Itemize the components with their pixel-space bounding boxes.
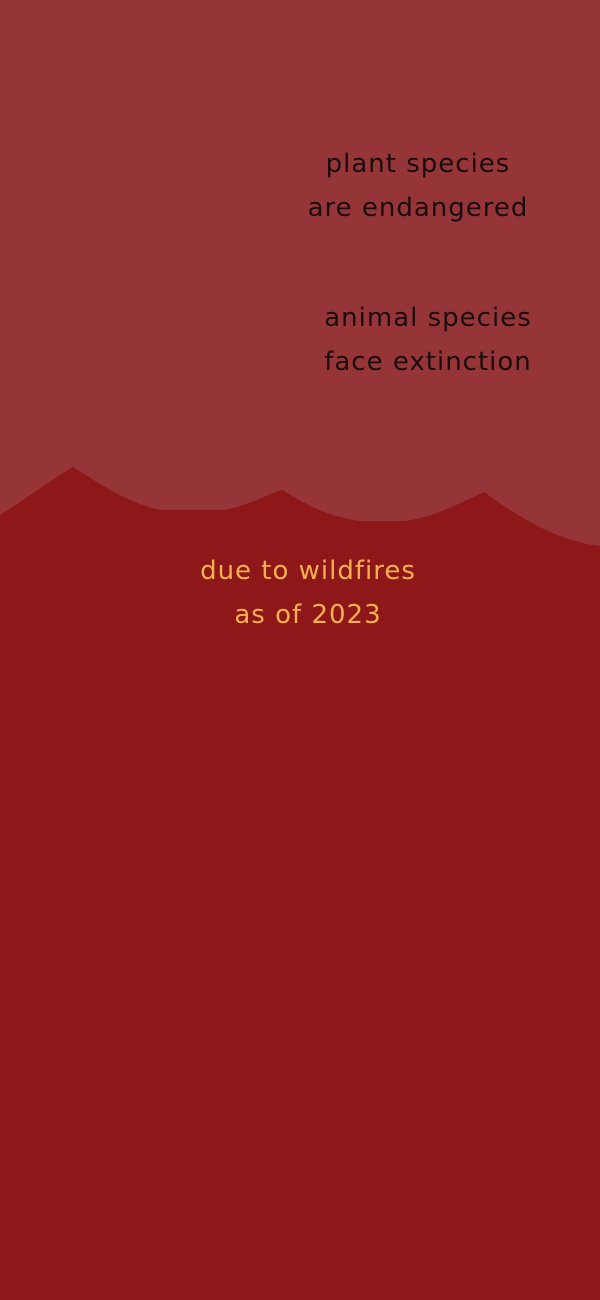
hill-silhouette: [0, 467, 600, 1300]
wildfire-statement-line-2: as of 2023: [234, 600, 382, 630]
animal-statement-line-1: animal species: [324, 303, 532, 333]
animal-statement: animal species face extinction: [300, 296, 556, 384]
plant-statement-line-1: plant species: [325, 149, 511, 179]
wildfire-statement: due to wildfires as of 2023: [180, 549, 436, 637]
wildfire-statement-line-1: due to wildfires: [200, 556, 416, 586]
plant-statement-line-2: are endangered: [307, 193, 529, 223]
plant-statement: plant species are endangered: [300, 142, 536, 230]
animal-statement-line-2: face extinction: [324, 347, 532, 377]
